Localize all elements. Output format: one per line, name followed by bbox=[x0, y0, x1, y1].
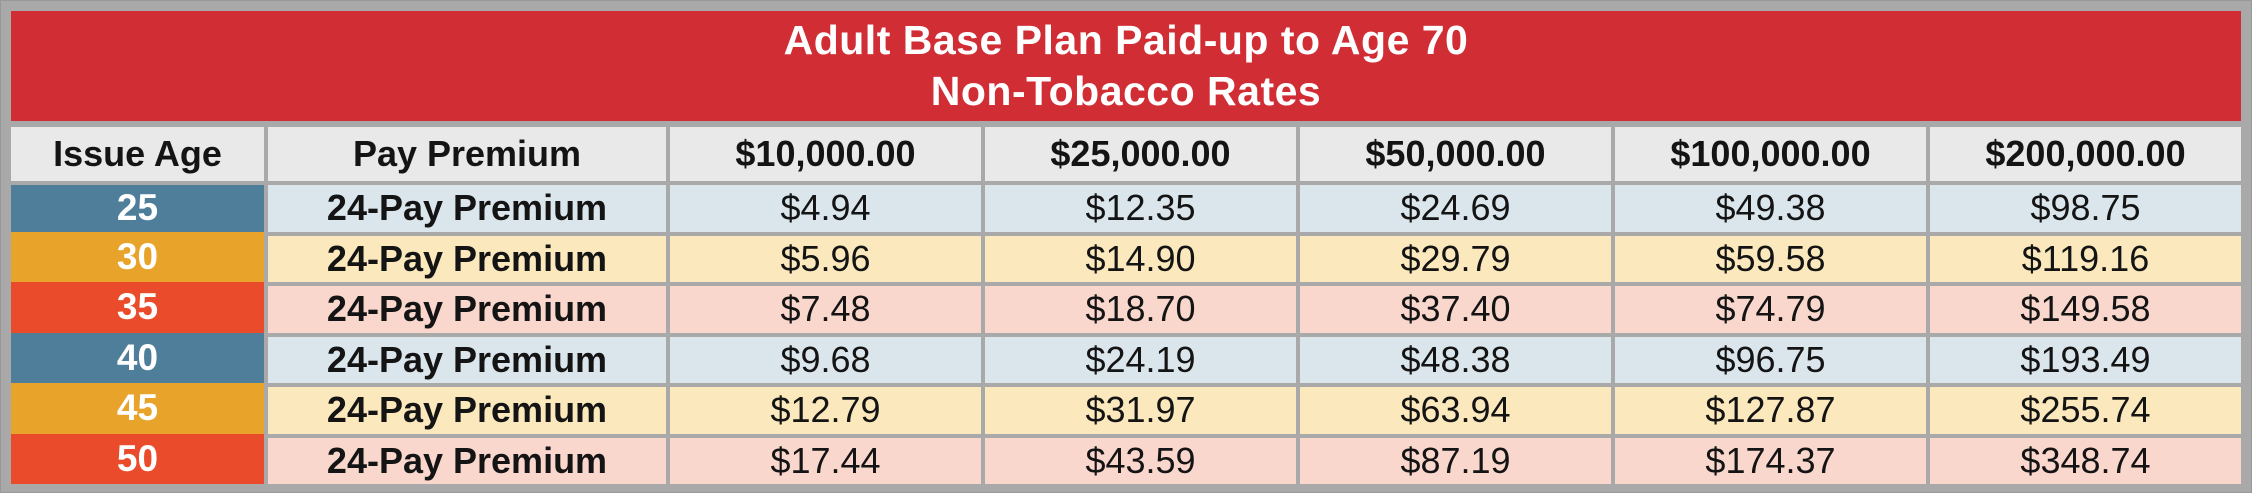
rate-value-cell: $5.96 bbox=[670, 235, 981, 282]
rate-value-cell: $98.75 bbox=[1930, 185, 2241, 232]
column-header-issue-age: Issue Age bbox=[11, 127, 264, 181]
rate-value-cell: $7.48 bbox=[670, 286, 981, 333]
column-header-200000: $200,000.00 bbox=[1930, 127, 2241, 181]
table-title-line1: Adult Base Plan Paid-up to Age 70 bbox=[783, 17, 1469, 63]
issue-age-cell: 40 bbox=[11, 332, 264, 383]
rate-value-cell: $31.97 bbox=[985, 387, 1296, 434]
rate-value-cell: $9.68 bbox=[670, 336, 981, 383]
premium-type-cell: 24-Pay Premium bbox=[268, 336, 666, 383]
column-header-10000: $10,000.00 bbox=[670, 127, 981, 181]
rate-value-cell: $174.37 bbox=[1615, 437, 1926, 484]
rate-value-cell: $49.38 bbox=[1615, 185, 1926, 232]
rate-value-cell: $255.74 bbox=[1930, 387, 2241, 434]
issue-age-cell: 50 bbox=[11, 433, 264, 484]
rate-value-cell: $96.75 bbox=[1615, 336, 1926, 383]
premium-type-cell: 24-Pay Premium bbox=[268, 235, 666, 282]
column-header-25000: $25,000.00 bbox=[985, 127, 1296, 181]
issue-age-cell: 45 bbox=[11, 383, 264, 434]
table-title-line2: Non-Tobacco Rates bbox=[930, 68, 1322, 114]
premium-type-cell: 24-Pay Premium bbox=[268, 437, 666, 484]
rate-value-cell: $4.94 bbox=[670, 185, 981, 232]
column-header-50000: $50,000.00 bbox=[1300, 127, 1611, 181]
issue-age-cell: 35 bbox=[11, 282, 264, 333]
rate-value-cell: $59.58 bbox=[1615, 235, 1926, 282]
rate-value-cell: $74.79 bbox=[1615, 286, 1926, 333]
rate-table: Issue Age Pay Premium $10,000.00 $25,000… bbox=[11, 127, 2241, 484]
issue-age-cell: 30 bbox=[11, 231, 264, 282]
rate-value-cell: $24.19 bbox=[985, 336, 1296, 383]
rate-value-cell: $63.94 bbox=[1300, 387, 1611, 434]
rate-value-cell: $12.35 bbox=[985, 185, 1296, 232]
column-header-100000: $100,000.00 bbox=[1615, 127, 1926, 181]
premium-type-cell: 24-Pay Premium bbox=[268, 185, 666, 232]
column-header-pay-premium: Pay Premium bbox=[268, 127, 666, 181]
rate-value-cell: $14.90 bbox=[985, 235, 1296, 282]
premium-type-cell: 24-Pay Premium bbox=[268, 387, 666, 434]
premium-type-cell: 24-Pay Premium bbox=[268, 286, 666, 333]
rate-value-cell: $29.79 bbox=[1300, 235, 1611, 282]
title-banner: Adult Base Plan Paid-up to Age 70 Non-To… bbox=[11, 11, 2241, 121]
rate-value-cell: $119.16 bbox=[1930, 235, 2241, 282]
rate-value-cell: $18.70 bbox=[985, 286, 1296, 333]
rate-value-cell: $193.49 bbox=[1930, 336, 2241, 383]
rate-value-cell: $12.79 bbox=[670, 387, 981, 434]
issue-age-cell: 25 bbox=[11, 185, 264, 232]
rate-value-cell: $87.19 bbox=[1300, 437, 1611, 484]
rate-value-cell: $43.59 bbox=[985, 437, 1296, 484]
rate-value-cell: $17.44 bbox=[670, 437, 981, 484]
rate-value-cell: $48.38 bbox=[1300, 336, 1611, 383]
rate-value-cell: $24.69 bbox=[1300, 185, 1611, 232]
rate-value-cell: $348.74 bbox=[1930, 437, 2241, 484]
rate-value-cell: $127.87 bbox=[1615, 387, 1926, 434]
rate-value-cell: $37.40 bbox=[1300, 286, 1611, 333]
rate-value-cell: $149.58 bbox=[1930, 286, 2241, 333]
